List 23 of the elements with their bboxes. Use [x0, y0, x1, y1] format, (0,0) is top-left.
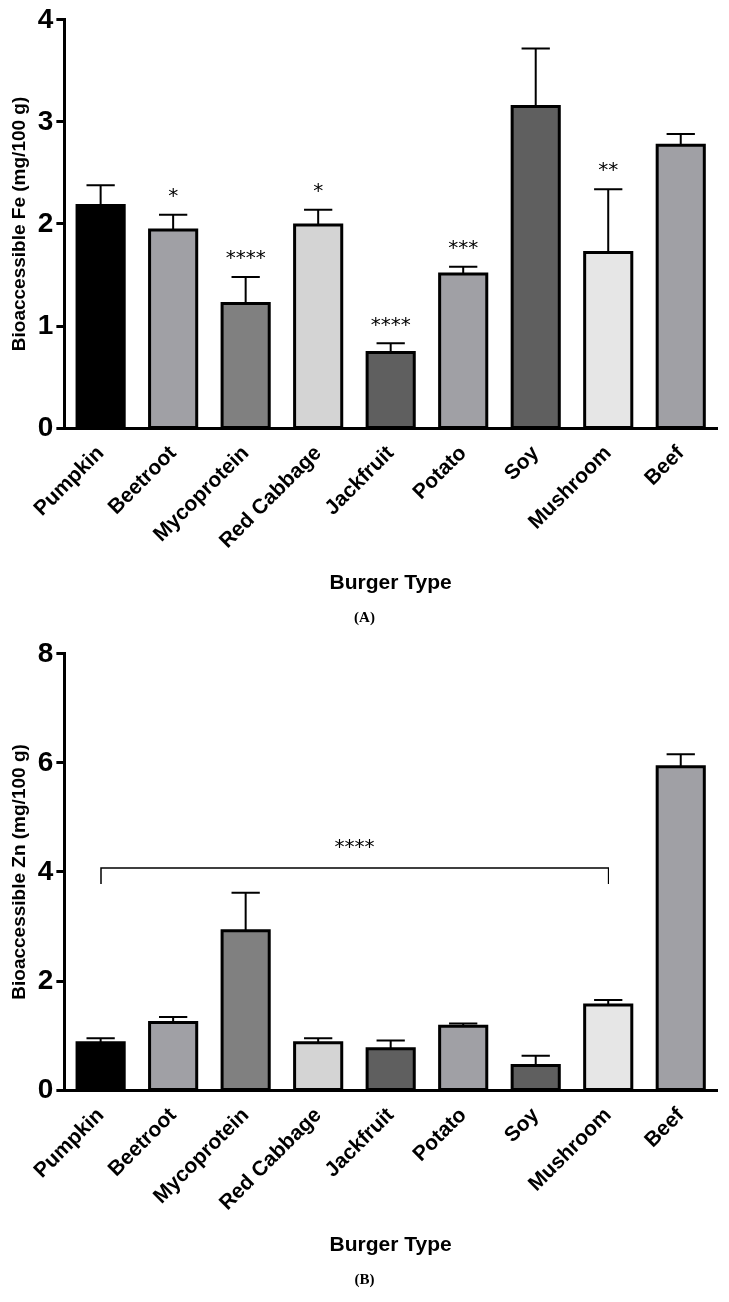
text: (A): [353, 608, 376, 627]
y-tick-label: 0: [37, 1072, 54, 1104]
y-axis-title: Bioaccessible Zn (mg/100 g): [7, 744, 29, 1000]
y-tick-label: 4: [37, 854, 54, 886]
y-tick-label: 0: [37, 410, 54, 442]
y-tick-label: 3: [37, 104, 54, 136]
y-tick-label: 6: [37, 745, 54, 777]
annotation: *: [313, 177, 324, 202]
annotation: ****: [370, 311, 411, 336]
x-axis-title: Burger Type: [329, 1232, 452, 1256]
text: (B): [353, 1270, 376, 1289]
annotation: *: [168, 182, 179, 207]
annotation: ***: [448, 235, 479, 260]
y-tick-label: 2: [37, 963, 54, 995]
y-tick-label: 4: [37, 2, 54, 34]
x-axis-title: Burger Type: [329, 570, 452, 594]
y-tick-label: 2: [37, 206, 54, 238]
annotation: ****: [334, 833, 375, 858]
annotation: ****: [225, 245, 266, 270]
y-axis-title: Bioaccessible Fe (mg/100 g): [7, 96, 29, 352]
annotation: **: [598, 157, 619, 182]
y-tick-label: 1: [37, 308, 54, 340]
y-tick-label: 8: [37, 636, 54, 668]
